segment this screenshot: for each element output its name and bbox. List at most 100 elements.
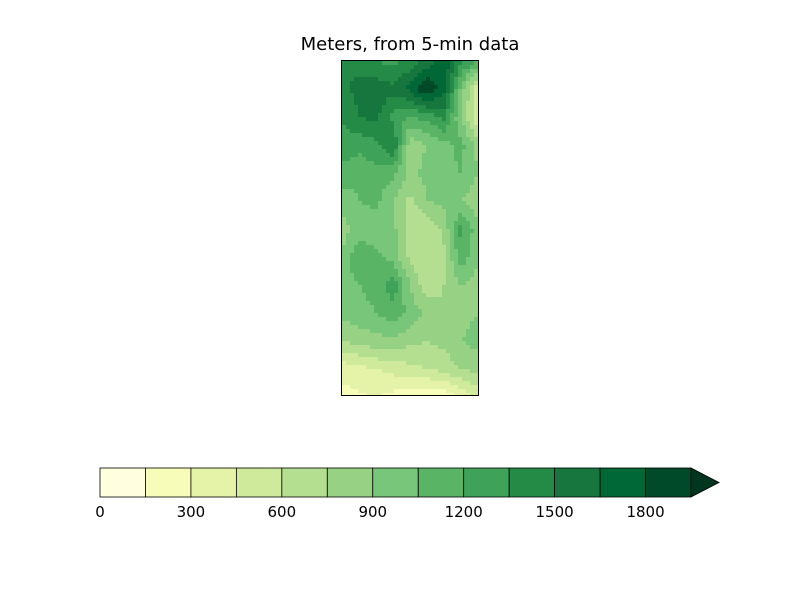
contour-cell	[422, 369, 427, 374]
contour-cell	[350, 145, 355, 150]
contour-cell	[450, 137, 455, 142]
contour-cell	[458, 317, 463, 322]
contour-cell	[426, 329, 431, 334]
contour-cell	[470, 129, 475, 134]
contour-cell	[406, 213, 411, 218]
contour-cell	[426, 245, 431, 250]
contour-cell	[454, 341, 459, 346]
contour-cell	[362, 65, 367, 70]
contour-cell	[370, 349, 375, 354]
contour-cell	[382, 129, 387, 134]
contour-cell	[354, 305, 359, 310]
contour-cell	[446, 93, 451, 98]
contour-cell	[342, 361, 347, 366]
contour-cell	[386, 133, 391, 138]
contour-cell	[414, 337, 419, 342]
contour-cell	[430, 269, 435, 274]
contour-cell	[346, 121, 351, 126]
contour-cell	[390, 89, 395, 94]
contour-cell	[426, 285, 431, 290]
contour-cell	[430, 377, 435, 382]
contour-cell	[354, 129, 359, 134]
contour-cell	[470, 261, 475, 266]
contour-cell	[438, 317, 443, 322]
contour-cell	[362, 325, 367, 330]
contour-cell	[466, 113, 471, 118]
contour-cell	[426, 205, 431, 210]
contour-cell	[378, 173, 383, 178]
contour-cell	[410, 257, 415, 262]
contour-cell	[386, 89, 391, 94]
contour-cell	[386, 369, 391, 374]
contour-cell	[370, 333, 375, 338]
contour-cell	[474, 277, 478, 282]
contour-cell	[386, 261, 391, 266]
contour-cell	[422, 117, 427, 122]
contour-cell	[426, 61, 431, 66]
contour-cell	[466, 225, 471, 230]
contour-cell	[370, 321, 375, 326]
contour-cell	[382, 85, 387, 90]
contour-cell	[398, 265, 403, 270]
contour-cell	[358, 69, 363, 74]
contour-cell	[410, 321, 415, 326]
contour-cell	[386, 253, 391, 258]
contour-cell	[442, 309, 447, 314]
contour-cell	[398, 185, 403, 190]
contour-cell	[410, 181, 415, 186]
contour-cell	[378, 273, 383, 278]
contour-cell	[398, 233, 403, 238]
contour-cell	[462, 301, 467, 306]
contour-cell	[438, 321, 443, 326]
contour-cell	[458, 297, 463, 302]
contour-cell	[446, 329, 451, 334]
contour-cell	[454, 61, 459, 66]
contour-cell	[426, 157, 431, 162]
contour-cell	[450, 353, 455, 358]
contour-cell	[422, 273, 427, 278]
contour-cell	[378, 305, 383, 310]
contour-cell	[446, 317, 451, 322]
contour-cell	[454, 157, 459, 162]
contour-cell	[406, 301, 411, 306]
contour-cell	[458, 181, 463, 186]
contour-cell	[454, 269, 459, 274]
contour-cell	[422, 325, 427, 330]
contour-cell	[386, 349, 391, 354]
contour-cell	[366, 253, 371, 258]
contour-cell	[466, 269, 471, 274]
contour-cell	[350, 349, 355, 354]
contour-cell	[382, 185, 387, 190]
contour-cell	[422, 65, 427, 70]
contour-cell	[438, 389, 443, 394]
contour-cell	[470, 329, 475, 334]
contour-cell	[358, 313, 363, 318]
contour-cell	[386, 97, 391, 102]
contour-cell	[350, 241, 355, 246]
contour-cell	[406, 381, 411, 386]
contour-cell	[358, 285, 363, 290]
colorbar	[99, 467, 720, 498]
contour-cell	[446, 313, 451, 318]
contour-cell	[430, 185, 435, 190]
contour-cell	[346, 153, 351, 158]
contour-cell	[342, 65, 347, 70]
contour-cell	[414, 65, 419, 70]
contour-cell	[466, 129, 471, 134]
contour-cell	[438, 253, 443, 258]
contour-cell	[430, 385, 435, 390]
contour-cell	[382, 73, 387, 78]
contour-cell	[354, 313, 359, 318]
contour-cell	[390, 325, 395, 330]
colorbar-segment	[326, 467, 374, 498]
contour-cell	[466, 125, 471, 130]
contour-cell	[346, 333, 351, 338]
contour-cell	[454, 69, 459, 74]
contour-cell	[454, 65, 459, 70]
contour-cell	[394, 197, 399, 202]
contour-cell	[354, 353, 359, 358]
contour-cell	[358, 289, 363, 294]
contour-cell	[450, 205, 455, 210]
contour-cell	[422, 333, 427, 338]
contour-cell	[474, 269, 478, 274]
